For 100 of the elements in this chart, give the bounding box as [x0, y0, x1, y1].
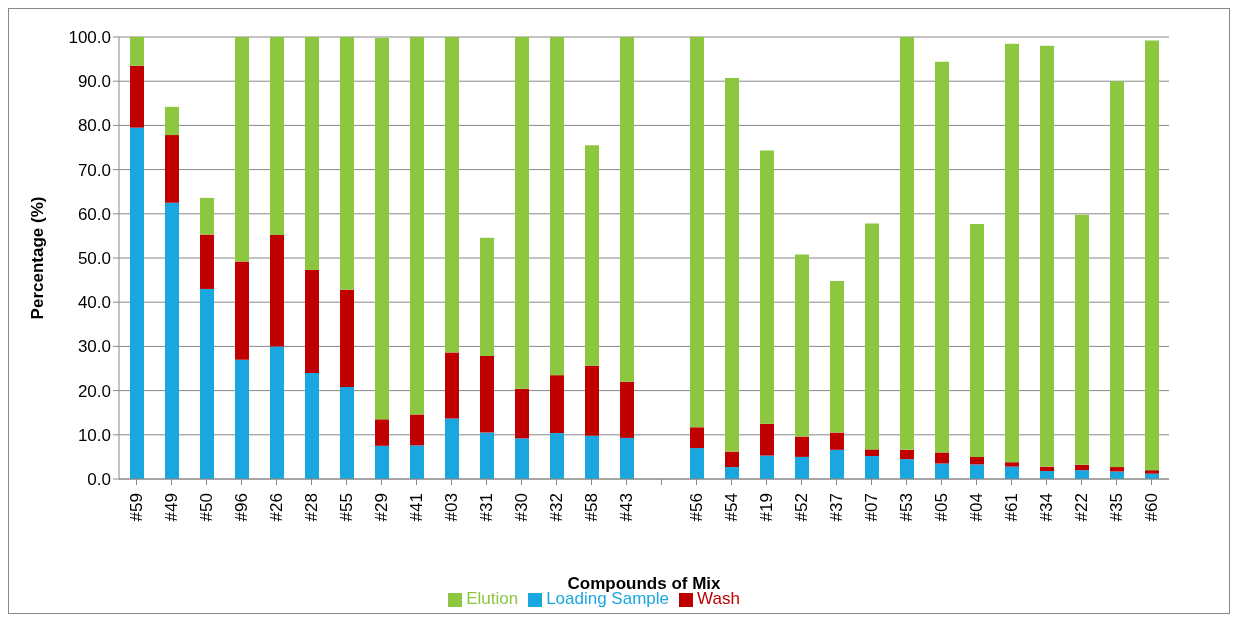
bar — [200, 197, 214, 235]
bar — [1075, 470, 1089, 479]
x-tick-label: #50 — [197, 493, 216, 522]
bar — [270, 235, 284, 347]
legend-label: Elution — [466, 589, 519, 608]
bar — [795, 436, 809, 457]
bar — [900, 37, 914, 450]
x-tick-label: #22 — [1072, 493, 1091, 522]
bar — [585, 435, 599, 479]
bar — [375, 419, 389, 446]
bar — [200, 234, 214, 289]
bar — [305, 37, 319, 270]
x-tick-label: #60 — [1142, 493, 1161, 522]
bar — [935, 452, 949, 464]
bar — [725, 451, 739, 468]
x-tick-label: #53 — [897, 493, 916, 522]
bar — [935, 463, 949, 479]
bar — [1075, 464, 1089, 471]
bar — [970, 464, 984, 479]
bar — [200, 288, 214, 479]
bar — [270, 346, 284, 479]
bar — [410, 37, 424, 415]
bar — [585, 365, 599, 436]
x-tick-label: #59 — [127, 493, 146, 522]
x-tick-label: #49 — [162, 493, 181, 522]
bar — [480, 237, 494, 357]
bar — [235, 359, 249, 479]
bar — [1005, 43, 1019, 463]
bar — [865, 449, 879, 457]
y-tick-label: 70.0 — [77, 160, 111, 180]
y-tick-label: 50.0 — [77, 249, 111, 269]
bar — [1110, 81, 1124, 468]
x-tick-label: #19 — [757, 493, 776, 522]
bar — [585, 145, 599, 366]
bar — [795, 254, 809, 437]
bar — [445, 37, 459, 353]
bar — [620, 37, 634, 382]
x-tick-label: #04 — [967, 493, 986, 522]
bar — [480, 356, 494, 433]
x-tick-label: #58 — [582, 493, 601, 522]
bar — [1040, 45, 1054, 467]
bar — [725, 467, 739, 479]
x-tick-label: #61 — [1002, 493, 1021, 522]
x-tick-label: #32 — [547, 493, 566, 522]
bar — [165, 135, 179, 203]
y-tick-label: 40.0 — [77, 293, 111, 313]
bar — [235, 37, 249, 262]
bar — [235, 261, 249, 360]
bar — [830, 449, 844, 479]
y-tick-label: 10.0 — [77, 425, 111, 445]
bar — [900, 459, 914, 479]
bar — [1040, 466, 1054, 472]
bar — [375, 37, 389, 420]
x-tick-label: #43 — [617, 493, 636, 522]
bar — [340, 387, 354, 479]
x-tick-label: #29 — [372, 493, 391, 522]
bar — [935, 61, 949, 453]
bar — [130, 127, 144, 479]
x-tick-label: #28 — [302, 493, 321, 522]
bar — [760, 455, 774, 479]
bar — [970, 223, 984, 457]
bar — [1075, 214, 1089, 465]
y-axis-title: Percentage (%) — [28, 196, 48, 320]
y-tick-label: 80.0 — [77, 116, 111, 136]
bar — [340, 289, 354, 388]
bar — [760, 423, 774, 456]
bar — [550, 37, 564, 376]
bar — [690, 37, 704, 428]
x-tick-label: #26 — [267, 493, 286, 522]
bar — [305, 372, 319, 479]
bar — [865, 223, 879, 450]
bar — [725, 78, 739, 452]
bar — [900, 449, 914, 460]
y-tick-label: 100.0 — [68, 28, 111, 48]
x-tick-label: #05 — [932, 493, 951, 522]
bar — [690, 427, 704, 449]
bar — [550, 375, 564, 434]
bar — [445, 352, 459, 419]
bar — [165, 202, 179, 479]
bar — [515, 388, 529, 439]
bar — [130, 65, 144, 128]
bar — [305, 269, 319, 373]
bar — [760, 150, 774, 424]
y-tick-label: 30.0 — [77, 337, 111, 357]
bar — [515, 438, 529, 479]
bar — [550, 433, 564, 479]
x-tick-label: #37 — [827, 493, 846, 522]
bar — [620, 381, 634, 438]
bar — [410, 414, 424, 446]
x-tick-label: #34 — [1037, 493, 1056, 522]
bar — [830, 280, 844, 433]
y-tick-label: 60.0 — [77, 204, 111, 224]
x-tick-label: #54 — [722, 493, 741, 522]
x-tick-label: #52 — [792, 493, 811, 522]
x-tick-label: #55 — [337, 493, 356, 522]
y-tick-label: 0.0 — [87, 470, 111, 490]
bar — [165, 106, 179, 136]
x-tick-label: #96 — [232, 493, 251, 522]
x-tick-label: #56 — [687, 493, 706, 522]
bar — [270, 37, 284, 236]
